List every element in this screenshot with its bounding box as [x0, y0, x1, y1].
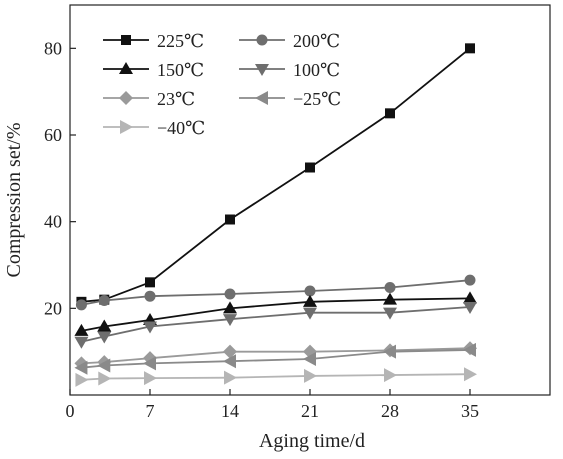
point-225-7: [145, 277, 155, 288]
legend-item-40: −40℃: [103, 118, 205, 138]
x-tick-label-7: 7: [146, 401, 155, 421]
series-40: [75, 367, 477, 387]
x-tick-label-14: 14: [221, 401, 239, 421]
ticks-layer: 0 7 14 21 28 35 20 40 60 80: [44, 38, 479, 421]
legend-label-200: 200℃: [293, 31, 340, 51]
y-tick-label-40: 40: [44, 212, 62, 232]
legend-item-150: 150℃: [103, 60, 204, 80]
point-150-14: [223, 301, 237, 314]
legend-marker-25: [255, 91, 268, 105]
point-40-35: [464, 367, 477, 382]
point-23-14: [223, 344, 237, 359]
point-200-1: [75, 299, 87, 311]
point-200-14: [224, 288, 236, 300]
x-tick-label-28: 28: [381, 401, 399, 421]
point-225-21: [305, 162, 315, 173]
series-layer: [74, 43, 477, 387]
point-150-1: [74, 323, 89, 336]
point-100-7: [143, 321, 157, 334]
legend-label-23: 23℃: [157, 89, 195, 109]
point-100-14: [223, 314, 237, 327]
point-40-14: [224, 370, 237, 385]
point-100-21: [303, 307, 317, 320]
point-25-35: [463, 342, 476, 357]
point-200-21: [304, 285, 316, 297]
legend-label-150: 150℃: [157, 60, 204, 80]
point-40-3: [98, 371, 112, 386]
legend-item-200: 200℃: [239, 31, 340, 51]
point-40-7: [144, 371, 157, 386]
point-100-1: [74, 336, 89, 349]
x-tick-label-35: 35: [461, 401, 479, 421]
series-100: [74, 302, 477, 349]
point-100-28: [383, 307, 397, 320]
point-25-14: [223, 354, 236, 369]
legend-marker-40: [120, 120, 133, 134]
point-150-28: [383, 292, 397, 305]
x-tick-label-0: 0: [66, 401, 75, 421]
legend-label-25: −25℃: [293, 89, 341, 109]
point-25-1: [74, 360, 88, 375]
series-225: [76, 43, 475, 307]
legend-item-100: 100℃: [239, 60, 340, 80]
legend-label-40: −40℃: [157, 118, 205, 138]
point-200-7: [144, 290, 156, 302]
legend-item-225: 225℃: [103, 31, 204, 51]
point-100-3: [97, 331, 112, 344]
legend-marker-150: [119, 62, 133, 74]
series-line-200: [81, 279, 471, 306]
x-tick-label-21: 21: [301, 401, 319, 421]
point-200-35: [464, 274, 476, 286]
legend-marker-225: [121, 35, 131, 45]
point-150-35: [463, 291, 477, 304]
point-225-35: [465, 43, 475, 54]
point-100-35: [463, 302, 477, 315]
series-200: [75, 274, 476, 311]
legend: 225℃ 200℃ 150℃ 100℃ 23℃ −25℃ −40℃: [103, 31, 341, 138]
y-tick-label-80: 80: [44, 38, 62, 58]
legend-marker-200: [256, 34, 268, 46]
series-25: [74, 342, 476, 375]
point-200-3: [98, 295, 110, 307]
point-25-3: [97, 358, 111, 373]
point-40-21: [304, 368, 317, 383]
point-40-1: [75, 372, 89, 387]
point-200-28: [384, 282, 396, 294]
point-225-14: [225, 214, 235, 225]
point-150-21: [303, 294, 317, 307]
point-25-7: [143, 356, 156, 371]
series-150: [74, 291, 477, 336]
y-tick-label-60: 60: [44, 125, 62, 145]
x-axis-label: Aging time/d: [259, 430, 365, 452]
legend-marker-23: [119, 91, 133, 105]
series-line-100: [81, 306, 471, 343]
legend-label-100: 100℃: [293, 60, 340, 80]
series-line-40: [81, 373, 471, 381]
point-150-3: [97, 319, 112, 332]
point-40-28: [384, 368, 397, 383]
series-23: [74, 341, 477, 371]
legend-item-25: −25℃: [239, 89, 341, 109]
y-tick-label-20: 20: [44, 298, 62, 318]
series-line-225: [81, 47, 471, 303]
legend-item-23: 23℃: [103, 89, 195, 109]
y-axis-label: Compression set/%: [3, 123, 25, 278]
point-25-21: [303, 352, 316, 367]
point-225-28: [385, 108, 395, 119]
legend-label-225: 225℃: [157, 31, 204, 51]
legend-marker-100: [255, 64, 269, 76]
point-25-28: [383, 344, 396, 359]
